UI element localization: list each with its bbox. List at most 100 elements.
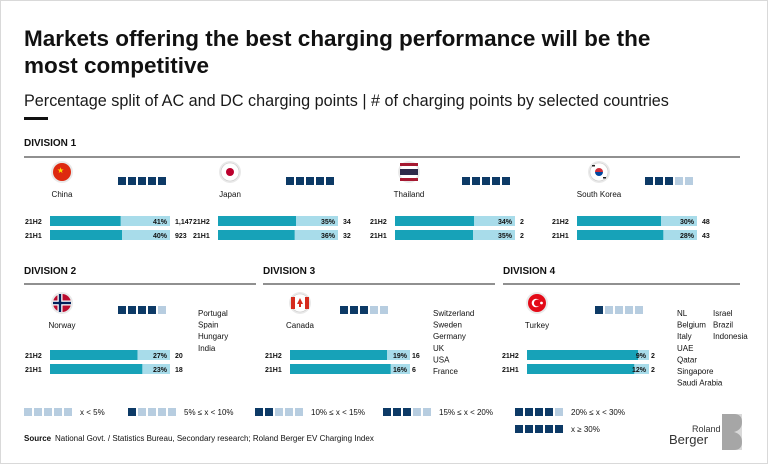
charging-point-count: 923 (175, 233, 187, 240)
legend-square (168, 408, 176, 416)
legend-square (535, 425, 543, 433)
dc-share-label: 35% (321, 219, 336, 226)
division-4-panel: DIVISION 4 Turkey 21H2 9% 2 21H1 12% 2 NL Belgium… (502, 266, 748, 388)
other-market-qatar: Qatar (677, 355, 697, 364)
rating-square (675, 177, 683, 185)
thailand-flag-icon-blue-band (400, 169, 418, 175)
roland-berger-logo-bottom: Berger (669, 432, 709, 447)
ac-share-bar (50, 364, 143, 374)
charging-point-count: 2 (520, 219, 524, 226)
rating-square (158, 306, 166, 314)
dc-share-bar (390, 364, 410, 374)
charging-point-count: 2 (651, 353, 655, 360)
south-korea-flag-icon-trigram-1 (592, 165, 595, 167)
country-name: South Korea (577, 190, 622, 199)
legend-square (393, 408, 401, 416)
legend-square (64, 408, 72, 416)
rating-square (128, 177, 136, 185)
roland-berger-logo-top: Roland (692, 424, 721, 434)
division-heading: DIVISION 1 (24, 138, 77, 149)
country-name: Turkey (525, 321, 549, 330)
dc-share-label: 35% (498, 233, 513, 240)
rating-square (316, 177, 324, 185)
legend-square (535, 408, 543, 416)
china-flag-icon-star: ★ (57, 166, 64, 175)
legend-label: x ≥ 30% (571, 425, 600, 434)
title-accent-rule (24, 117, 48, 120)
source-note-label: Source (24, 434, 52, 443)
rating-square (492, 177, 500, 185)
rating-square (350, 306, 358, 314)
rating-square (502, 177, 510, 185)
country-name: Japan (219, 190, 241, 199)
dc-share-bar (661, 216, 697, 226)
dc-share-label: 34% (498, 219, 513, 226)
charging-point-count: 18 (175, 367, 183, 374)
rating-square (645, 177, 653, 185)
roland-berger-logo-mark (722, 414, 742, 450)
rating-square (286, 177, 294, 185)
dc-share-bar (473, 230, 515, 240)
charging-point-count: 20 (175, 353, 183, 360)
ac-share-bar (577, 230, 664, 240)
rating-square (482, 177, 490, 185)
dc-share-bar (120, 216, 170, 226)
other-market-uae: UAE (677, 344, 693, 353)
period-label: 21H2 (502, 353, 519, 360)
legend-square (545, 408, 553, 416)
rating-square (605, 306, 613, 314)
rating-square (595, 306, 603, 314)
ac-share-bar (395, 216, 475, 226)
other-market-spain: Spain (198, 321, 218, 330)
period-label: 21H1 (552, 233, 569, 240)
legend-square (545, 425, 553, 433)
period-label: 21H1 (370, 233, 387, 240)
charging-point-count: 48 (702, 219, 710, 226)
norway-flag-icon-cross-v-blue (58, 294, 62, 312)
chart-title-line-2: most competitive (24, 53, 209, 78)
dc-share-bar (142, 364, 170, 374)
legend-square (413, 408, 421, 416)
ac-share-bar (577, 216, 661, 226)
legend-square (383, 408, 391, 416)
dc-share-label: 28% (680, 233, 695, 240)
source-note-text: National Govt. / Statistics Bureau, Seco… (55, 434, 374, 443)
legend-square (403, 408, 411, 416)
norway-flag-icon-cross-h-blue (53, 301, 71, 305)
ac-share-bar (218, 216, 296, 226)
rating-square (148, 177, 156, 185)
other-market-france: France (433, 367, 458, 376)
country-name: Thailand (394, 190, 425, 199)
legend-square (285, 408, 293, 416)
dc-share-bar (387, 350, 410, 360)
period-label: 21H2 (25, 219, 42, 226)
legend-square (54, 408, 62, 416)
dc-share-bar (137, 350, 170, 360)
other-market-singapore: Singapore (677, 367, 714, 376)
legend-item-4: 15% ≤ x < 20% (383, 408, 493, 417)
period-label: 21H2 (370, 219, 387, 226)
dc-share-label: 9% (636, 353, 647, 360)
other-market-brazil: Brazil (713, 321, 733, 330)
charging-point-count: 16 (412, 353, 420, 360)
period-label: 21H1 (193, 233, 210, 240)
other-market-indonesia: Indonesia (713, 332, 748, 341)
legend-square (525, 425, 533, 433)
rating-square (635, 306, 643, 314)
ac-share-bar (50, 350, 138, 360)
other-market-hungary: Hungary (198, 332, 228, 341)
dc-share-bar (663, 230, 697, 240)
legend-square (295, 408, 303, 416)
other-market-saudi-arabia: Saudi Arabia (677, 379, 723, 388)
canada-flag-icon-bar-left (291, 297, 295, 309)
legend-label: 15% ≤ x < 20% (439, 408, 493, 417)
south-korea-flag-icon-taeguk-blue (595, 172, 603, 176)
rating-square (138, 306, 146, 314)
rating-square (296, 177, 304, 185)
rating-square (360, 306, 368, 314)
division-heading: DIVISION 2 (24, 266, 77, 277)
other-market-switzerland: Switzerland (433, 309, 474, 318)
charging-point-count: 2 (520, 233, 524, 240)
other-market-india: India (198, 344, 216, 353)
